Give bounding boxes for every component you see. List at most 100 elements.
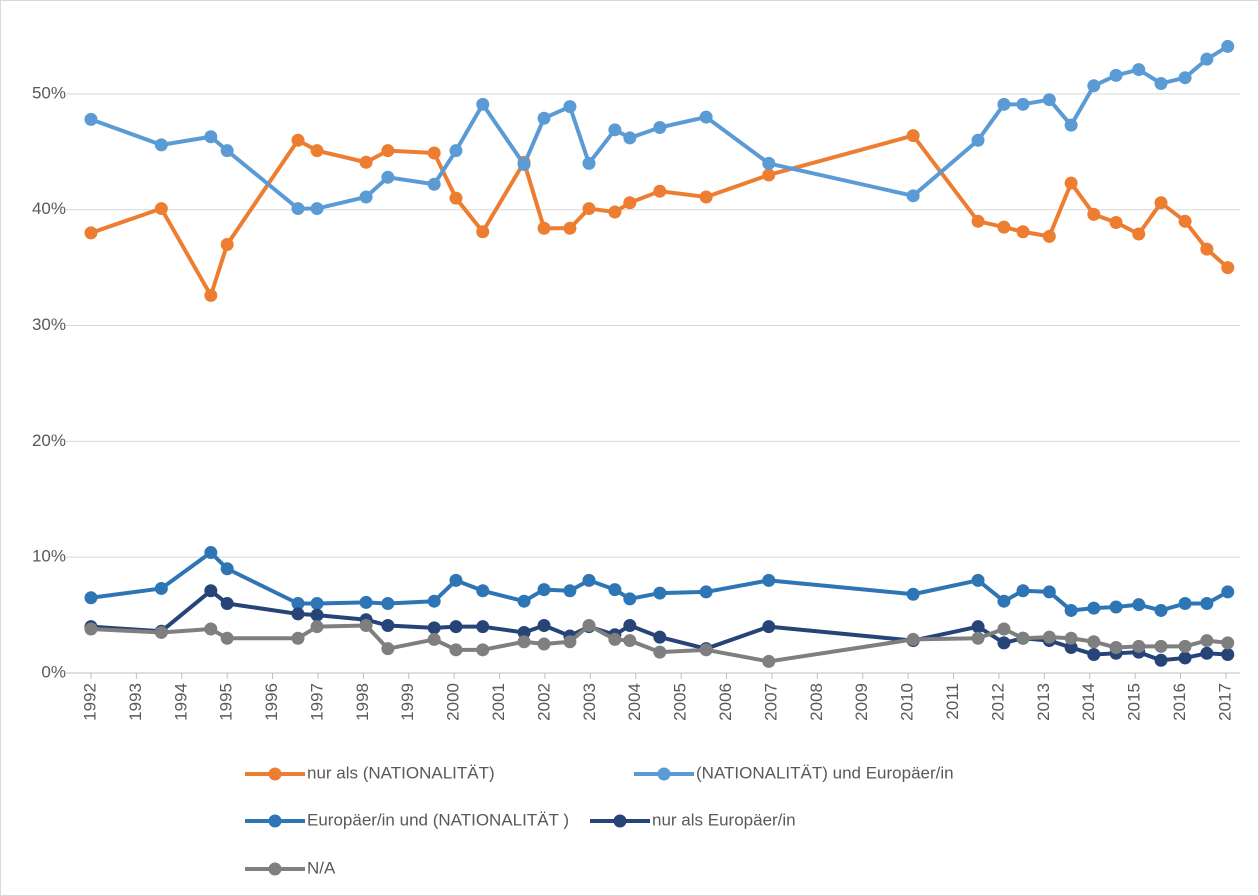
- x-tick-label: 1996: [262, 683, 281, 721]
- marker: [1221, 585, 1235, 599]
- marker: [1064, 176, 1078, 190]
- marker: [220, 562, 234, 576]
- x-tick-label: 1993: [126, 683, 145, 721]
- legend-label: (NATIONALITÄT) und Europäer/in: [696, 763, 954, 782]
- legend-label: Europäer/in und (NATIONALITÄT ): [307, 810, 569, 829]
- marker: [1042, 630, 1056, 644]
- marker: [563, 584, 577, 598]
- marker: [971, 620, 985, 634]
- marker: [476, 225, 490, 239]
- marker: [220, 144, 234, 158]
- marker: [1200, 597, 1214, 611]
- marker: [1109, 600, 1123, 614]
- marker: [762, 168, 776, 182]
- marker: [1016, 631, 1030, 645]
- marker: [154, 202, 168, 216]
- legend-marker: [657, 767, 671, 781]
- marker: [1178, 597, 1192, 611]
- marker: [427, 146, 441, 160]
- x-tick-label: 2001: [489, 683, 508, 721]
- marker: [997, 220, 1011, 234]
- x-tick-label: 1998: [353, 683, 372, 721]
- marker: [1042, 229, 1056, 243]
- x-tick-label: 2009: [852, 683, 871, 721]
- marker: [1132, 598, 1146, 612]
- y-tick-label: 20%: [32, 431, 66, 450]
- marker: [971, 133, 985, 147]
- marker: [971, 573, 985, 587]
- marker: [204, 622, 218, 636]
- marker: [449, 144, 463, 158]
- marker: [1132, 63, 1146, 77]
- marker: [310, 620, 324, 634]
- marker: [1154, 639, 1168, 653]
- marker: [1221, 261, 1235, 275]
- x-tick-label: 2012: [988, 683, 1007, 721]
- marker: [1200, 646, 1214, 660]
- marker: [204, 130, 218, 144]
- marker: [608, 583, 622, 597]
- marker: [563, 221, 577, 235]
- marker: [381, 619, 395, 633]
- marker: [220, 631, 234, 645]
- marker: [1087, 647, 1101, 661]
- marker: [381, 642, 395, 656]
- marker: [1221, 39, 1235, 53]
- marker: [310, 608, 324, 622]
- marker: [517, 594, 531, 608]
- marker: [653, 586, 667, 600]
- marker: [291, 133, 305, 147]
- marker: [84, 112, 98, 126]
- marker: [204, 584, 218, 598]
- marker: [1087, 207, 1101, 221]
- marker: [1154, 603, 1168, 617]
- marker: [1042, 93, 1056, 107]
- marker: [608, 205, 622, 219]
- marker: [537, 637, 551, 651]
- marker: [997, 636, 1011, 650]
- marker: [359, 619, 373, 633]
- marker: [220, 597, 234, 611]
- marker: [1064, 631, 1078, 645]
- marker: [1154, 196, 1168, 210]
- legend-label: nur als Europäer/in: [652, 810, 796, 829]
- marker: [204, 546, 218, 560]
- x-tick-label: 2013: [1034, 683, 1053, 721]
- marker: [1178, 651, 1192, 665]
- x-tick-label: 2006: [716, 683, 735, 721]
- marker: [291, 607, 305, 621]
- marker: [427, 177, 441, 191]
- marker: [1087, 79, 1101, 93]
- marker: [1154, 653, 1168, 667]
- marker: [608, 632, 622, 646]
- marker: [359, 155, 373, 169]
- x-tick-label: 2002: [534, 683, 553, 721]
- marker: [154, 581, 168, 595]
- marker: [310, 597, 324, 611]
- marker: [1109, 215, 1123, 229]
- x-tick-label: 1992: [80, 683, 99, 721]
- x-tick-label: 2005: [671, 683, 690, 721]
- marker: [537, 583, 551, 597]
- marker: [1109, 68, 1123, 82]
- marker: [517, 625, 531, 639]
- x-tick-label: 2016: [1170, 683, 1189, 721]
- y-tick-label: 50%: [32, 83, 66, 102]
- marker: [1221, 636, 1235, 650]
- legend-label: nur als (NATIONALITÄT): [307, 763, 495, 782]
- y-tick-label: 30%: [32, 315, 66, 334]
- marker: [653, 645, 667, 659]
- marker: [476, 643, 490, 657]
- marker: [476, 97, 490, 111]
- marker: [582, 202, 596, 216]
- marker: [537, 619, 551, 633]
- marker: [84, 591, 98, 605]
- marker: [1016, 225, 1030, 239]
- marker: [427, 632, 441, 646]
- marker: [699, 585, 713, 599]
- marker: [449, 620, 463, 634]
- marker: [381, 170, 395, 184]
- marker: [997, 97, 1011, 111]
